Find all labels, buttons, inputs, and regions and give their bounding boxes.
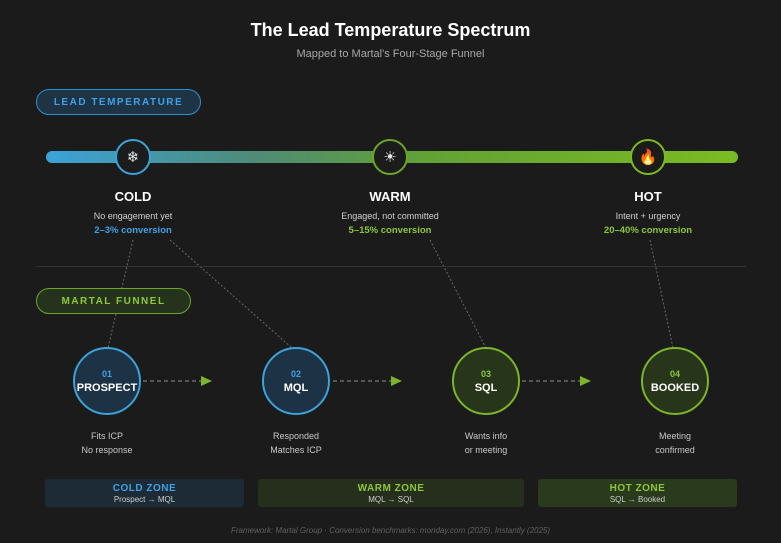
description-line: No response [81, 445, 133, 455]
funnel-flow-arrows [201, 376, 591, 386]
footer-credits: Framework: Martal Group · Conversion ben… [230, 526, 551, 535]
snowflake-icon: ❄ [115, 139, 151, 175]
description-line: Matches ICP [270, 445, 322, 455]
flow-arrow-1 [201, 376, 212, 386]
flow-arrow-3 [580, 376, 591, 386]
hot-description: Intent + urgency [615, 211, 681, 221]
cold-label: COLD [114, 189, 152, 204]
funnel-stage-mql: 02 MQL [262, 347, 330, 415]
stage-number: 01 [101, 368, 112, 379]
funnel-stage-prospect: 01 PROSPECT [73, 347, 141, 415]
prospect-description: Fits ICP No response [42, 429, 172, 457]
temperature-to-funnel-links [107, 239, 674, 349]
funnel-stage-booked: 04 BOOKED [641, 347, 709, 415]
page-title: The Lead Temperature Spectrum [250, 20, 531, 40]
hot-conversion: 20–40% conversion [603, 225, 693, 236]
stage-name: SQL [474, 381, 498, 394]
link-warm-sql [429, 239, 487, 349]
hot-label: HOT [634, 189, 662, 204]
lead-temperature-badge: LEAD TEMPERATURE [36, 89, 201, 115]
zone-title: HOT ZONE [609, 482, 666, 494]
fire-icon: 🔥 [630, 139, 666, 175]
warm-conversion: 5–15% conversion [348, 225, 432, 236]
warm-label: WARM [369, 189, 411, 204]
description-line: Fits ICP [90, 431, 123, 441]
description-line: Meeting [658, 431, 692, 441]
zone-title: COLD ZONE [112, 482, 177, 494]
zone-range: SQL → Booked [609, 494, 666, 504]
section-divider [36, 266, 746, 267]
link-cold-mql [169, 239, 293, 349]
hot-zone: HOT ZONE SQL → Booked [538, 479, 737, 507]
stage-number: 02 [290, 368, 301, 379]
funnel-stage-sql: 03 SQL [452, 347, 520, 415]
description-line: Wants info [464, 431, 508, 441]
zone-range: Prospect → MQL [113, 494, 176, 504]
zone-range: MQL → SQL [368, 494, 414, 504]
stage-name: BOOKED [650, 381, 700, 394]
cold-zone: COLD ZONE Prospect → MQL [45, 479, 244, 507]
description-line: Responded [272, 431, 320, 441]
link-hot-booked [649, 239, 674, 349]
mql-description: Responded Matches ICP [231, 429, 361, 457]
stage-number: 04 [669, 368, 680, 379]
booked-description: Meeting confirmed [610, 429, 740, 457]
cold-description: No engagement yet [93, 211, 173, 221]
sun-icon: ☀ [372, 139, 408, 175]
link-cold-prospect [107, 239, 134, 349]
martal-funnel-badge: MARTAL FUNNEL [36, 288, 191, 314]
description-line: confirmed [655, 445, 695, 455]
zone-title: WARM ZONE [357, 482, 425, 494]
warm-zone: WARM ZONE MQL → SQL [258, 479, 524, 507]
page-subtitle: Mapped to Martal's Four-Stage Funnel [296, 48, 485, 60]
warm-description: Engaged, not committed [341, 211, 439, 221]
cold-conversion: 2–3% conversion [94, 225, 172, 236]
stage-name: PROSPECT [76, 381, 138, 394]
flow-arrow-2 [391, 376, 402, 386]
description-line: or meeting [464, 445, 508, 455]
sql-description: Wants info or meeting [421, 429, 551, 457]
stage-number: 03 [480, 368, 491, 379]
stage-name: MQL [283, 381, 309, 394]
